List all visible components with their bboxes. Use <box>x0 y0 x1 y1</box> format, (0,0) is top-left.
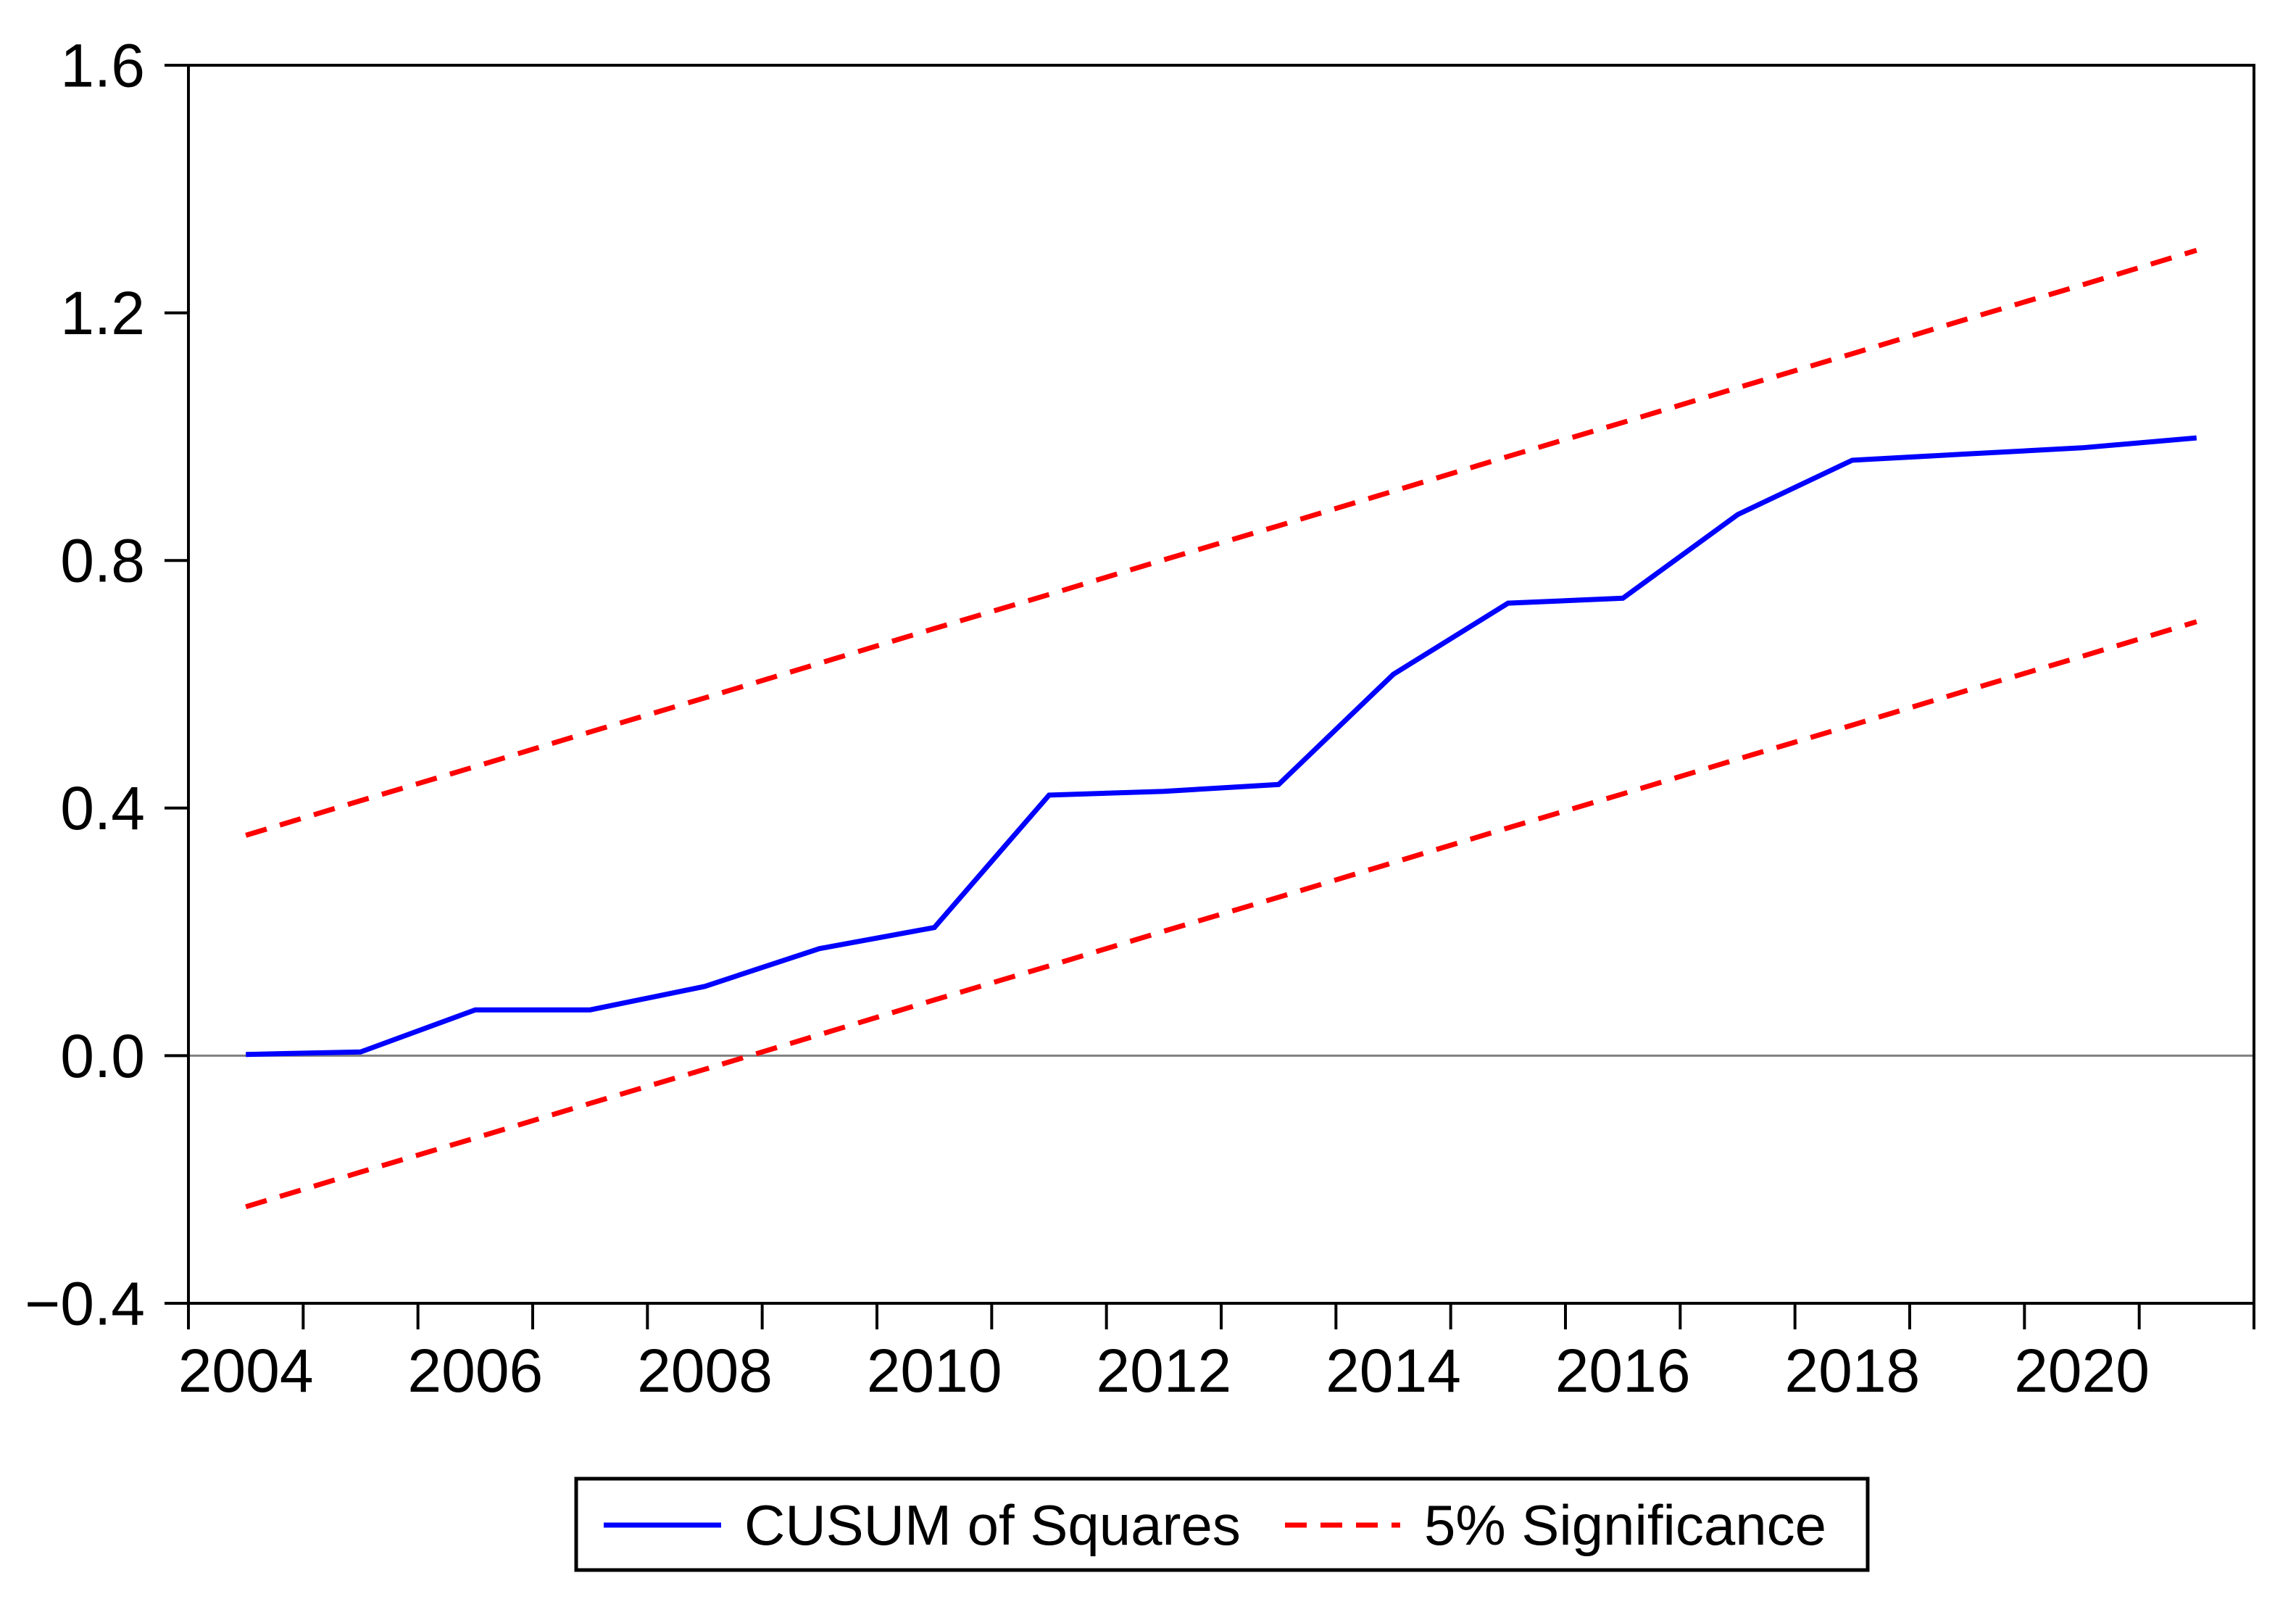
x-axis-tick-label: 2010 <box>867 1337 1002 1405</box>
y-axis-tick-label: 1.6 <box>60 31 145 99</box>
legend-cusum-label: CUSUM of Squares <box>744 1493 1241 1557</box>
y-axis-tick-label: 0.8 <box>60 527 145 595</box>
plot-frame <box>187 64 2255 1305</box>
y-axis-tick-label: 0.4 <box>60 774 145 842</box>
x-axis-tick-label: 2004 <box>178 1337 314 1405</box>
x-axis-tick-label: 2016 <box>1555 1337 1691 1405</box>
y-axis-tick-label: 1.2 <box>60 279 145 347</box>
series-layer <box>188 247 2254 1210</box>
legend-box <box>574 1477 1870 1572</box>
y-axis-tick-label: −0.4 <box>25 1269 145 1337</box>
x-axis-tick-label: 2006 <box>407 1337 543 1405</box>
x-axis-tick-label: 2018 <box>1784 1337 1920 1405</box>
y-axis-tick-label: 0.0 <box>60 1022 145 1090</box>
legend-layer: CUSUM of Squares 5% Significance <box>574 1477 1870 1572</box>
x-axis-tick-label: 2008 <box>637 1337 773 1405</box>
legend-significance-label: 5% Significance <box>1424 1493 1826 1557</box>
x-axis-tick-label: 2014 <box>1326 1337 1461 1405</box>
significance-lower-line <box>245 619 2197 1210</box>
axes-layer: −0.4 0.0 0.4 0.8 1.2 1.6 2004 2006 2008 2010 2012 2… <box>25 31 2255 1405</box>
cusum-of-squares-line <box>246 435 2197 1058</box>
x-axis-tick-label: 2012 <box>1096 1337 1231 1405</box>
significance-upper-line <box>245 247 2197 838</box>
x-axis-tick-label: 2020 <box>2014 1337 2150 1405</box>
